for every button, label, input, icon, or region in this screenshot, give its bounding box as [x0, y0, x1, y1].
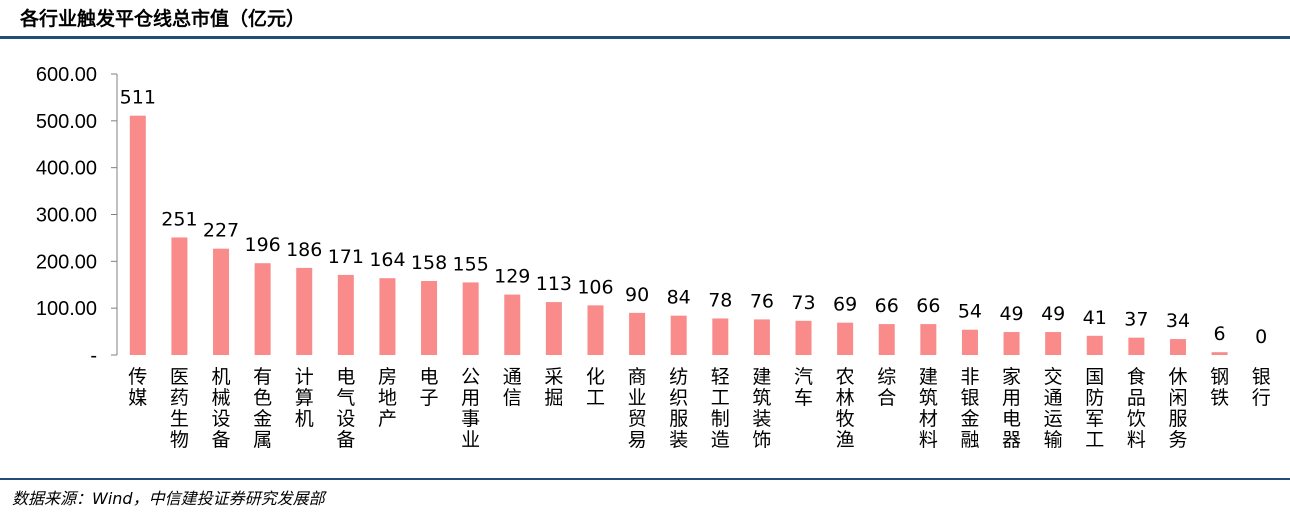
- category-label: 机械设备: [212, 366, 231, 451]
- data-label: 6: [1214, 323, 1226, 345]
- y-tick-label: 300.00: [36, 205, 97, 227]
- bar: [1045, 332, 1062, 355]
- y-tick-label: -: [90, 345, 97, 367]
- bar: [213, 248, 230, 355]
- data-label: 158: [411, 252, 447, 274]
- bar-chart: - 100.00 200.00 300.00 400.00 500.00 600.00 51…: [36, 64, 1271, 451]
- bar: [837, 322, 854, 355]
- category-label: 电气设备: [336, 366, 355, 451]
- source-divider: [0, 478, 1290, 480]
- data-label: 66: [916, 295, 940, 317]
- bar: [254, 263, 271, 355]
- y-axis: - 100.00 200.00 300.00 400.00 500.00 600.00: [36, 64, 118, 367]
- data-label: 37: [1124, 309, 1148, 331]
- category-label: 建筑装饰: [752, 366, 771, 451]
- data-label: 41: [1083, 307, 1107, 329]
- data-label: 54: [958, 301, 982, 323]
- bar: [1211, 352, 1228, 355]
- bar: [337, 274, 354, 355]
- category-label: 汽车: [794, 366, 813, 409]
- bar: [670, 315, 687, 355]
- bar: [1086, 335, 1103, 355]
- category-label: 公用事业: [461, 366, 480, 451]
- bar: [878, 324, 895, 355]
- bar: [920, 324, 937, 355]
- data-label: 106: [577, 276, 613, 298]
- title-divider: [0, 36, 1290, 39]
- bar: [629, 312, 646, 355]
- category-label: 交通运输: [1044, 366, 1063, 451]
- category-label: 家用电器: [1002, 366, 1021, 451]
- category-label: 电子: [420, 366, 439, 409]
- data-label: 164: [369, 249, 405, 271]
- data-label: 76: [750, 290, 774, 312]
- data-label: 49: [1041, 303, 1065, 325]
- data-label: 511: [120, 87, 156, 109]
- bar: [1169, 339, 1186, 355]
- y-tick-label: 400.00: [36, 158, 97, 180]
- category-label: 通信: [503, 366, 522, 409]
- category-label: 传媒: [128, 366, 147, 409]
- source-note: 数据来源：Wind，中信建投证券研究发展部: [12, 489, 325, 508]
- data-label: 171: [328, 246, 364, 268]
- bar: [795, 320, 812, 355]
- bar: [1003, 332, 1020, 355]
- bar: [296, 267, 313, 355]
- bar: [171, 237, 188, 355]
- data-label: 34: [1166, 310, 1190, 332]
- category-label: 农林牧渔: [836, 366, 855, 451]
- y-tick-label: 200.00: [36, 251, 97, 273]
- y-tick-label: 500.00: [36, 111, 97, 133]
- data-label: 251: [161, 208, 197, 230]
- y-tick-label: 600.00: [36, 64, 97, 86]
- y-tick-label: 100.00: [36, 298, 97, 320]
- bar: [545, 302, 562, 355]
- bar: [961, 329, 978, 355]
- category-label: 采掘: [544, 366, 563, 409]
- data-label: 49: [999, 303, 1023, 325]
- data-label: 155: [453, 253, 489, 275]
- data-label: 113: [536, 273, 572, 295]
- category-label: 建筑材料: [919, 366, 938, 451]
- data-label: 66: [875, 295, 899, 317]
- category-label: 钢铁: [1210, 366, 1229, 409]
- data-label: 227: [203, 220, 239, 242]
- category-label: 非银金融: [960, 366, 979, 451]
- category-label: 化工: [586, 366, 605, 409]
- category-label: 有色金属: [253, 366, 272, 451]
- category-label: 房地产: [378, 366, 397, 430]
- data-label: 90: [625, 284, 649, 306]
- category-label: 休闲服务: [1168, 366, 1187, 451]
- bar: [587, 305, 604, 355]
- bar: [753, 319, 770, 355]
- data-label: 78: [708, 289, 732, 311]
- data-label: 129: [494, 266, 530, 288]
- category-label: 商业贸易: [628, 366, 647, 451]
- category-label: 医药生物: [170, 366, 189, 451]
- category-label: 轻工制造: [711, 366, 730, 451]
- bar: [504, 294, 521, 355]
- data-label: 69: [833, 294, 857, 316]
- bar: [462, 282, 479, 355]
- bar: [379, 278, 396, 355]
- data-label: 84: [667, 287, 691, 309]
- data-label: 196: [244, 234, 280, 256]
- data-label: 186: [286, 239, 322, 261]
- data-label: 73: [791, 292, 815, 314]
- bar: [129, 115, 146, 355]
- bar: [421, 281, 438, 355]
- category-label: 银行: [1252, 366, 1271, 409]
- category-label: 纺织服装: [669, 366, 688, 451]
- category-label: 国防军工: [1085, 366, 1104, 451]
- bar-series: [129, 115, 1228, 355]
- category-label: 计算机: [295, 366, 314, 430]
- data-label: 0: [1255, 326, 1267, 348]
- bar: [1128, 337, 1145, 355]
- category-label: 食品饮料: [1127, 366, 1146, 451]
- chart-title: 各行业触发平仓线总市值（亿元）: [20, 8, 306, 30]
- bar: [712, 318, 729, 355]
- category-label: 综合: [877, 366, 896, 409]
